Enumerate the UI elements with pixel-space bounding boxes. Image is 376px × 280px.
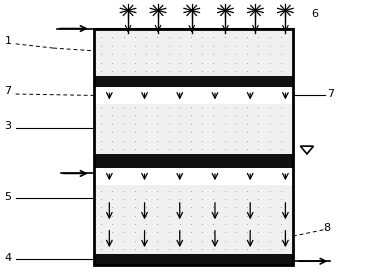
Text: 7: 7: [327, 89, 334, 99]
Text: 7: 7: [5, 86, 12, 96]
Text: 5: 5: [5, 192, 11, 202]
Text: 6: 6: [312, 10, 318, 19]
Bar: [94, 76, 293, 87]
Text: 3: 3: [5, 121, 11, 131]
Text: 4: 4: [5, 253, 12, 263]
Bar: [94, 185, 293, 254]
Text: 1: 1: [5, 36, 11, 46]
Bar: [94, 154, 293, 168]
Bar: [94, 29, 293, 265]
Text: 8: 8: [323, 223, 330, 233]
Bar: [94, 254, 293, 265]
Bar: [94, 104, 293, 154]
Bar: [94, 29, 293, 76]
